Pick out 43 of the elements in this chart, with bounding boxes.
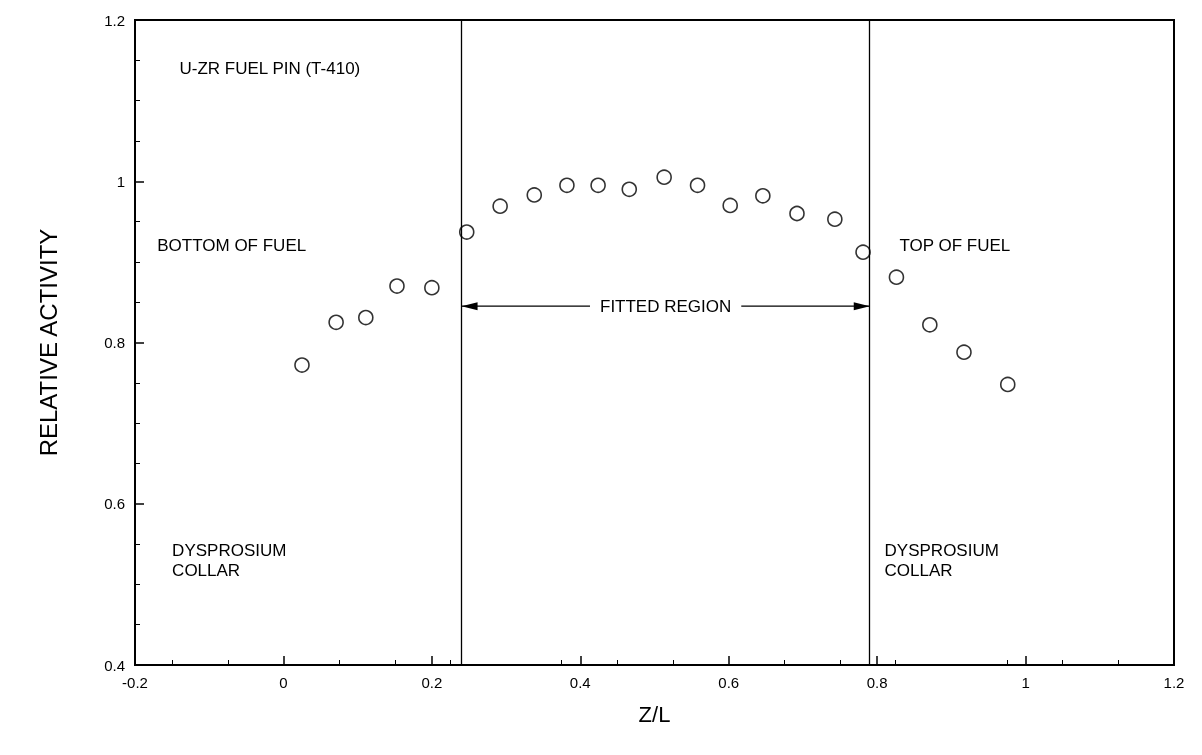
- y-tick-label: 0.4: [104, 656, 125, 674]
- annotation: DYSPROSIUM COLLAR: [172, 540, 287, 580]
- x-tick-label: 0.8: [866, 674, 888, 691]
- point: [888, 269, 905, 285]
- x-tick-label: 0.2: [421, 674, 443, 691]
- y-tick-label: 0.6: [104, 495, 125, 513]
- point: [621, 181, 638, 198]
- point: [956, 344, 972, 360]
- point: [999, 376, 1016, 393]
- y-tick-label: 1: [116, 172, 125, 190]
- x-axis-title: Z/L: [638, 701, 671, 727]
- y-tick-label: 0.8: [104, 334, 125, 351]
- annotation: FITTED REGION: [599, 296, 732, 316]
- y-axis-title: RELATIVE ACTIVITY: [34, 228, 62, 457]
- point: [689, 177, 706, 194]
- x-tick-label: 1.2: [1163, 674, 1185, 691]
- point: [526, 187, 543, 203]
- point: [358, 309, 374, 326]
- annotation: BOTTOM OF FUEL: [157, 236, 307, 256]
- point: [827, 211, 843, 227]
- point: [922, 316, 938, 333]
- point: [789, 205, 805, 222]
- x-tick-label: 1: [1021, 674, 1030, 691]
- annotation: DYSPROSIUM COLLAR: [884, 540, 999, 580]
- point: [389, 278, 405, 294]
- point: [492, 198, 508, 215]
- x-tick-label: 0.4: [569, 674, 591, 691]
- point: [328, 314, 344, 331]
- point: [294, 357, 310, 373]
- point: [656, 169, 672, 186]
- x-tick-label: 0.6: [718, 674, 740, 691]
- point: [755, 187, 771, 204]
- annotation: U-ZR FUEL PIN (T-410): [179, 58, 361, 78]
- x-tick-label: 0: [279, 674, 288, 691]
- y-tick-label: 1.2: [104, 11, 125, 29]
- point: [722, 197, 738, 214]
- point: [458, 224, 475, 240]
- point: [424, 279, 440, 296]
- point: [855, 244, 871, 260]
- point: [559, 177, 575, 194]
- x-tick-label: -0.2: [122, 674, 148, 691]
- point: [590, 177, 606, 194]
- annotation: TOP OF FUEL: [899, 236, 1011, 256]
